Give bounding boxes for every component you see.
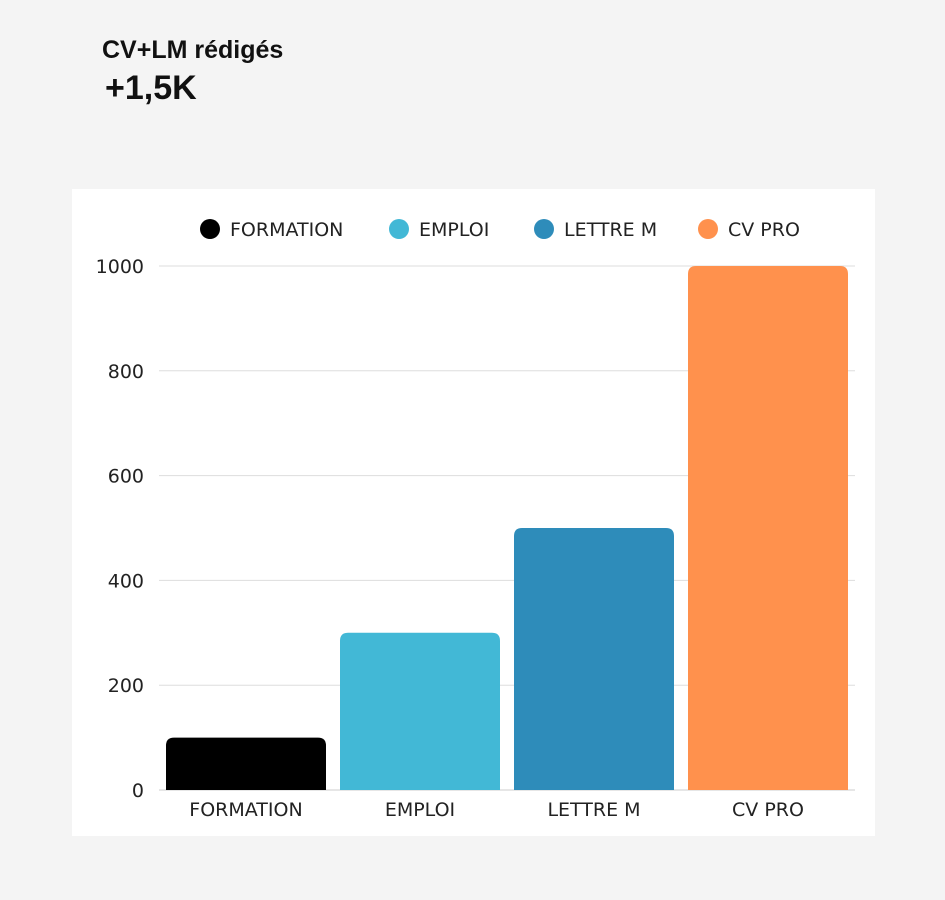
kpi-value: +1,5K (105, 69, 197, 107)
x-tick-label: LETTRE M (547, 799, 640, 821)
y-tick-label: 1000 (96, 256, 144, 278)
bars (166, 266, 848, 790)
legend-item[interactable]: EMPLOI (389, 219, 489, 241)
y-tick-label: 600 (108, 466, 144, 488)
bar-formation[interactable] (166, 737, 326, 790)
legend-swatch (389, 219, 409, 239)
x-tick-label: EMPLOI (385, 799, 455, 821)
bar-cv-pro[interactable] (688, 266, 848, 790)
y-tick-label: 200 (108, 675, 144, 697)
x-tick-label: FORMATION (189, 799, 302, 821)
legend-item[interactable]: FORMATION (200, 219, 343, 241)
x-tick-label: CV PRO (732, 799, 804, 821)
y-tick-label: 0 (132, 780, 144, 802)
legend-swatch (698, 219, 718, 239)
legend-swatch (534, 219, 554, 239)
x-axis: FORMATION EMPLOI LETTRE M CV PRO (189, 799, 804, 821)
legend-item[interactable]: CV PRO (698, 219, 800, 241)
legend-label: FORMATION (230, 219, 343, 241)
legend-item[interactable]: LETTRE M (534, 219, 657, 241)
header: CV+LM rédigés +1,5K (102, 34, 283, 108)
bar-chart: 0 200 400 600 800 1000 FORMATION EMPLOI LETTRE … (96, 219, 855, 821)
y-tick-label: 400 (108, 570, 144, 592)
bar-lettre-m[interactable] (514, 528, 674, 790)
legend-swatch (200, 219, 220, 239)
legend: FORMATION EMPLOI LETTRE M CV PRO (200, 219, 800, 241)
legend-label: LETTRE M (564, 219, 657, 241)
legend-label: CV PRO (728, 219, 800, 241)
y-tick-label: 800 (108, 361, 144, 383)
bar-emploi[interactable] (340, 632, 500, 790)
chart-title: CV+LM rédigés (102, 36, 284, 64)
y-axis: 0 200 400 600 800 1000 (96, 256, 144, 802)
chart-card: 0 200 400 600 800 1000 FORMATION EMPLOI LETTRE … (72, 189, 875, 836)
legend-label: EMPLOI (419, 219, 489, 241)
